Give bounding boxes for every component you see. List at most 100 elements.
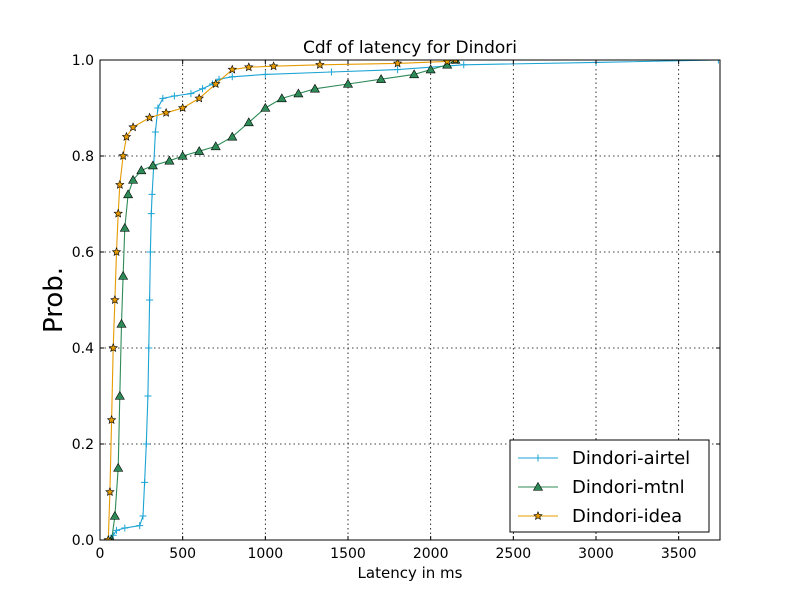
data-point — [128, 122, 138, 132]
series-3 — [103, 60, 459, 540]
legend-marker — [532, 481, 544, 491]
data-point — [106, 536, 114, 540]
data-point — [147, 210, 155, 218]
data-point — [177, 103, 188, 113]
data-point — [164, 155, 175, 165]
data-point — [115, 179, 125, 189]
data-point — [315, 60, 325, 69]
y-tick-label: 0.6 — [72, 245, 94, 261]
data-point — [425, 64, 436, 74]
y-tick-label: 0.4 — [72, 341, 94, 357]
legend: Dindori-airtel Dindori-mtnl Dindori-idea — [509, 439, 710, 533]
data-point — [114, 390, 125, 400]
y-axis-label: Prob. — [39, 267, 69, 333]
data-point — [154, 104, 162, 112]
data-point — [123, 189, 134, 199]
data-point — [146, 248, 154, 256]
plot-frame — [99, 59, 721, 541]
y-tick-label: 0.2 — [72, 437, 94, 453]
x-axis-label: Latency in ms — [358, 564, 463, 582]
data-point — [118, 151, 128, 161]
data-point — [327, 68, 335, 76]
data-point — [276, 93, 287, 103]
x-tick-label: 2000 — [413, 546, 449, 562]
data-point — [141, 478, 149, 486]
series-1 — [106, 60, 720, 540]
data-point — [227, 131, 238, 141]
data-point — [170, 92, 178, 100]
data-point — [243, 117, 254, 127]
x-tick-label: 3500 — [661, 546, 697, 562]
data-point — [293, 88, 304, 98]
data-point — [309, 83, 320, 93]
y-tick-label: 0.8 — [72, 149, 94, 165]
data-point — [210, 141, 221, 151]
data-point — [113, 526, 121, 534]
x-tick-label: 1000 — [248, 546, 284, 562]
data-point — [110, 295, 120, 305]
legend-marker — [533, 511, 543, 521]
data-point — [106, 415, 117, 425]
data-point — [119, 222, 130, 232]
data-point — [147, 160, 158, 170]
legend-label: Dindori-idea — [572, 506, 682, 527]
data-point — [199, 85, 207, 93]
data-point — [136, 522, 144, 530]
legend-label: Dindori-mtnl — [572, 477, 685, 498]
data-point — [109, 531, 117, 539]
data-point — [148, 190, 156, 198]
legend-entries: Dindori-airtel Dindori-mtnl Dindori-idea — [518, 448, 690, 527]
data-point — [113, 462, 124, 472]
data-point — [128, 174, 139, 184]
data-point — [118, 270, 129, 280]
chart-title: Cdf of latency for Dindori — [303, 38, 517, 58]
x-tick-label: 1500 — [330, 546, 366, 562]
data-point — [121, 131, 132, 141]
data-point — [111, 247, 122, 257]
data-point — [394, 66, 402, 74]
data-point — [244, 62, 254, 72]
y-tick-label: 0.0 — [72, 533, 94, 549]
data-point — [121, 524, 129, 532]
data-point — [409, 69, 420, 79]
data-point — [227, 64, 237, 74]
data-point — [145, 344, 153, 352]
data-point — [194, 93, 204, 103]
data-point — [376, 74, 387, 83]
legend-marker — [534, 454, 542, 462]
x-tick-label: 0 — [96, 546, 105, 562]
data-point — [177, 150, 188, 160]
data-point — [144, 392, 152, 400]
series-layer — [103, 60, 720, 540]
data-point — [109, 510, 120, 520]
data-point — [144, 112, 155, 122]
data-point — [268, 61, 279, 71]
data-point — [452, 60, 459, 65]
data-point — [460, 61, 468, 69]
y-tick-label: 1.0 — [72, 53, 94, 69]
data-point — [261, 70, 269, 78]
data-point — [714, 60, 720, 64]
data-point — [105, 487, 115, 497]
data-point — [142, 440, 150, 448]
grid — [100, 60, 720, 540]
data-point — [146, 296, 154, 304]
series-line — [109, 60, 719, 540]
data-point — [136, 165, 147, 175]
data-point — [116, 318, 127, 328]
legend-frame — [509, 439, 710, 533]
legend-label: Dindori-airtel — [572, 448, 690, 469]
data-point — [187, 90, 195, 98]
data-point — [342, 78, 354, 88]
x-tick-label: 3000 — [578, 546, 614, 562]
data-point — [194, 146, 205, 155]
x-tick-label: 500 — [169, 546, 196, 562]
data-point — [260, 102, 271, 112]
data-point — [139, 512, 147, 520]
data-point — [161, 107, 171, 117]
axis-ticks: 0 500 1000 1500 2000 2500 3000 3500 0.0 0.2 0.4 0.6… — [72, 53, 720, 562]
data-point — [151, 128, 159, 136]
data-point — [211, 79, 221, 89]
x-tick-label: 2500 — [496, 546, 532, 562]
